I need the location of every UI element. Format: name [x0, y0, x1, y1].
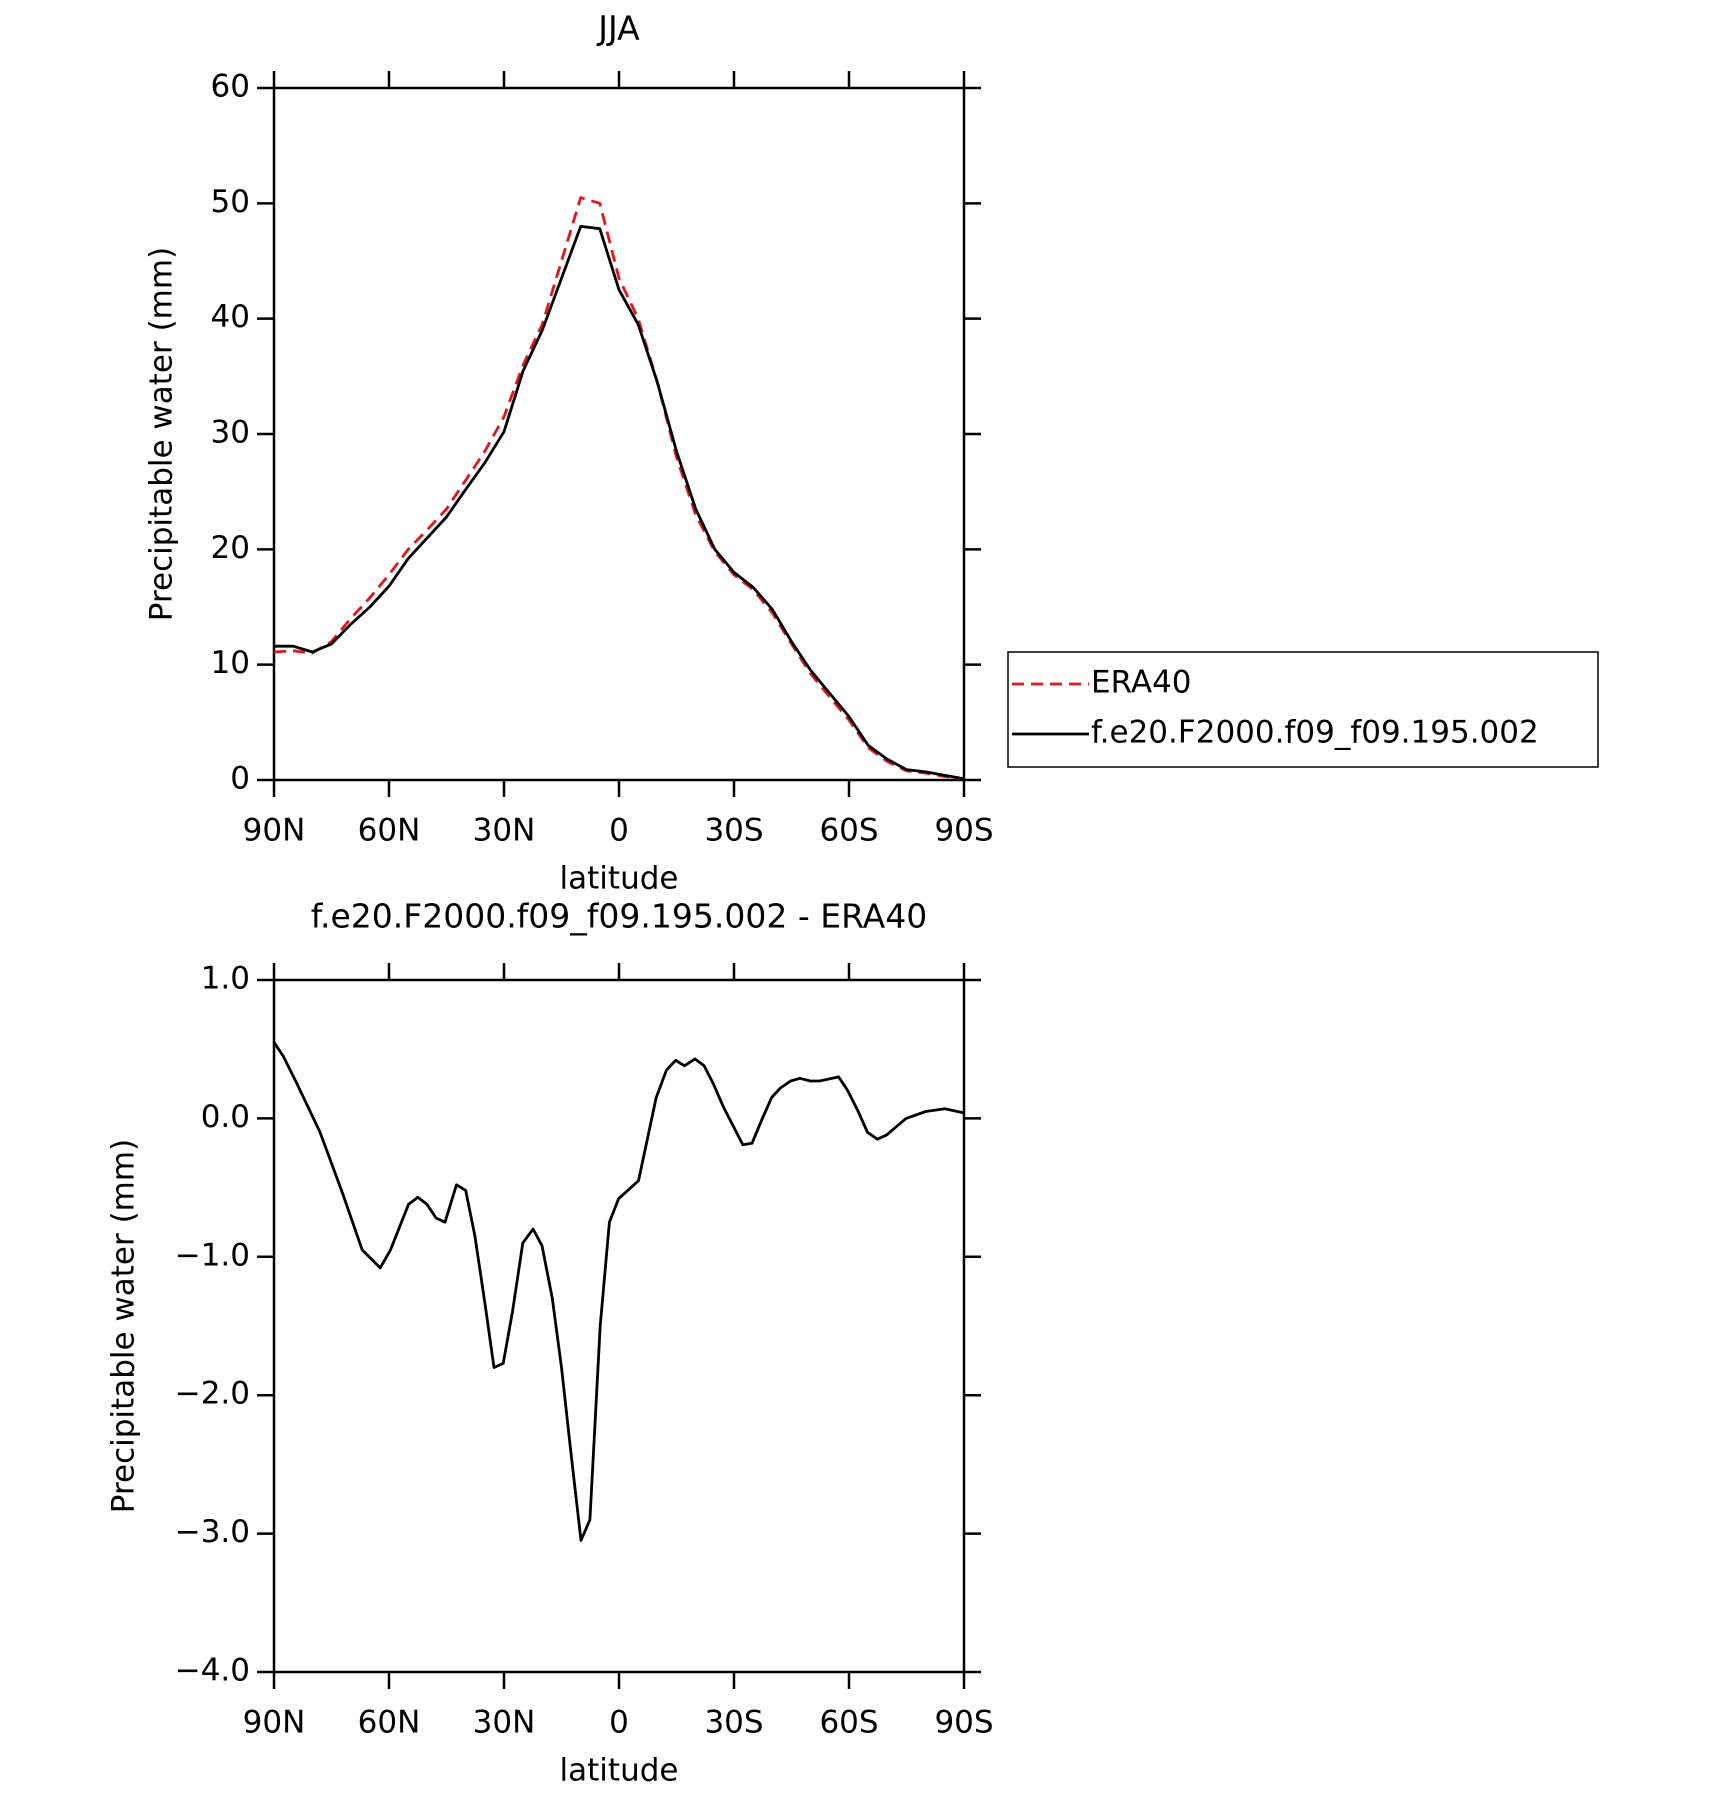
y-tick-label: −2.0: [175, 1376, 250, 1412]
y-tick-label: −1.0: [175, 1237, 250, 1273]
x-tick-label: 30S: [704, 1705, 763, 1741]
data-line: [273, 196, 965, 781]
y-tick-label: −3.0: [175, 1514, 250, 1550]
y-tick-label: 40: [211, 299, 250, 335]
x-tick-label: 90N: [243, 813, 306, 849]
x-axis-label: latitude: [560, 861, 679, 897]
x-tick-label: 0: [609, 1705, 629, 1741]
y-tick-label: 60: [211, 69, 250, 105]
y-axis-label: Precipitable water (mm): [144, 247, 180, 621]
x-tick-label: 30N: [473, 1705, 536, 1741]
data-line: [272, 1041, 965, 1542]
plot-frame: [272, 86, 966, 782]
x-tick-label: 60S: [819, 1705, 878, 1741]
y-tick-label: 10: [211, 645, 250, 681]
x-tick-label: 0: [609, 813, 629, 849]
plot-frame: [272, 978, 966, 1674]
x-tick-label: 60S: [819, 813, 878, 849]
y-tick-label: 1.0: [201, 961, 250, 997]
x-tick-label: 90S: [934, 813, 993, 849]
y-tick-label: 50: [211, 184, 250, 220]
y-tick-label: 30: [211, 415, 250, 451]
chart-title: f.e20.F2000.f09_f09.195.002 - ERA40: [311, 897, 928, 936]
x-tick-label: 90S: [934, 1705, 993, 1741]
data-line: [274, 225, 965, 781]
x-axis-label: latitude: [560, 1753, 679, 1789]
y-tick-label: −4.0: [175, 1653, 250, 1689]
y-tick-label: 0: [230, 761, 250, 797]
x-tick-label: 60N: [358, 1705, 421, 1741]
x-tick-label: 30N: [473, 813, 536, 849]
y-tick-label: 20: [211, 530, 250, 566]
legend-label: ERA40: [1091, 665, 1192, 701]
x-tick-label: 30S: [704, 813, 763, 849]
x-tick-label: 60N: [358, 813, 421, 849]
legend-label: f.e20.F2000.f09_f09.195.002: [1091, 715, 1539, 751]
y-tick-label: 0.0: [201, 1099, 250, 1135]
y-axis-label: Precipitable water (mm): [106, 1139, 142, 1513]
chart-title: JJA: [596, 9, 640, 48]
legend-box: [1007, 651, 1599, 768]
x-tick-label: 90N: [243, 1705, 306, 1741]
